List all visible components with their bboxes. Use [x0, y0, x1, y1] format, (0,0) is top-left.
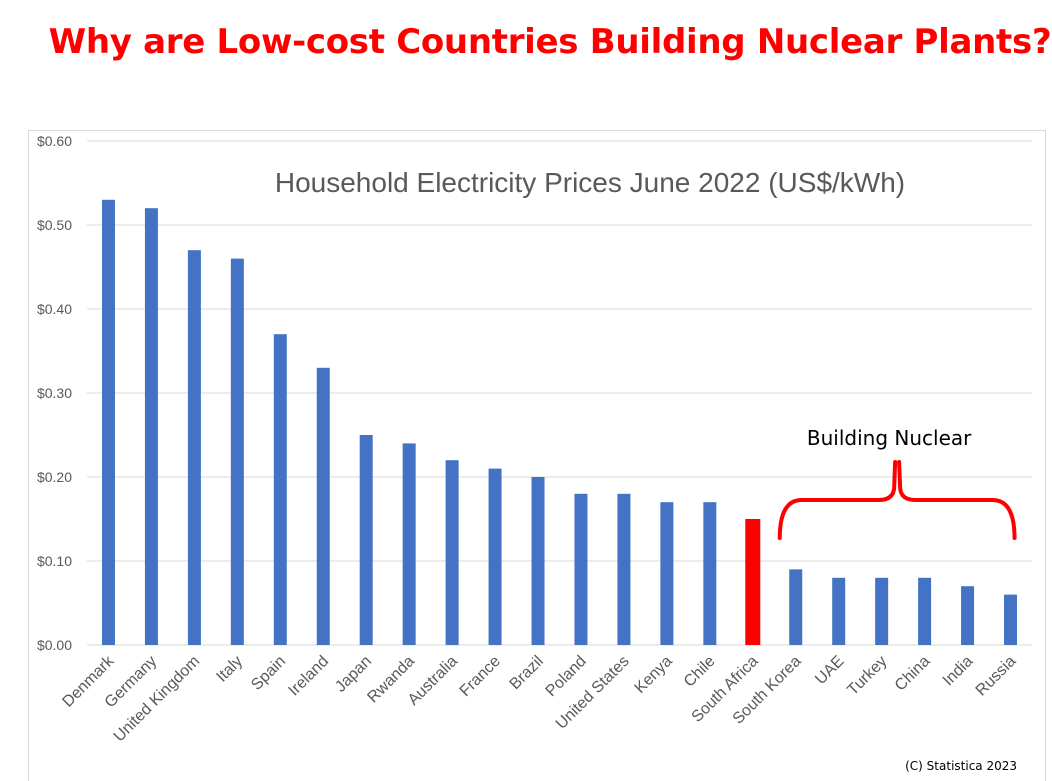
- chart-title: Household Electricity Prices June 2022 (…: [275, 167, 905, 198]
- bar-uae: [832, 577, 846, 645]
- building-nuclear-annotation: Building Nuclear: [807, 426, 972, 450]
- y-tick-label: $0.60: [37, 133, 72, 149]
- bar-denmark: [101, 199, 115, 646]
- y-axis-ticks: $0.00 $0.10 $0.20 $0.30 $0.40 $0.50 $0.60: [37, 133, 72, 653]
- bar-germany: [144, 208, 158, 645]
- x-tick-label: Spain: [248, 653, 289, 694]
- bar-australia: [445, 460, 459, 645]
- y-tick-label: $0.40: [37, 301, 72, 317]
- x-tick-label: Brazil: [507, 653, 547, 693]
- bars: [101, 199, 1018, 646]
- bar-ireland: [316, 367, 330, 645]
- x-tick-label: India: [940, 653, 977, 690]
- bar-kenya: [660, 502, 674, 645]
- x-tick-label: Chile: [681, 653, 719, 691]
- bar-united-states: [617, 493, 631, 645]
- bar-rwanda: [402, 443, 416, 645]
- bar-china: [918, 577, 932, 645]
- x-tick-label: Turkey: [844, 653, 890, 699]
- slide-headline: Why are Low-cost Countries Building Nucl…: [48, 22, 1052, 62]
- bar-south-africa: [745, 519, 761, 645]
- source-credit: (C) Statistica 2023: [905, 759, 1017, 773]
- x-tick-label: Italy: [213, 653, 246, 686]
- bar-russia: [1004, 594, 1018, 645]
- bar-spain: [273, 334, 287, 645]
- chart-frame: [28, 130, 1046, 781]
- x-tick-label: Kenya: [632, 653, 676, 697]
- building-nuclear-bracket: [777, 460, 1017, 540]
- x-tick-label: France: [457, 653, 504, 700]
- x-tick-label: Russia: [973, 653, 1020, 700]
- bar-united-kingdom: [187, 250, 201, 645]
- y-tick-label: $0.30: [37, 385, 72, 401]
- y-tick-label: $0.20: [37, 469, 72, 485]
- bar-poland: [574, 493, 588, 645]
- x-tick-label: UAE: [812, 653, 847, 688]
- bar-brazil: [531, 477, 545, 645]
- bar-south-korea: [789, 569, 803, 645]
- y-tick-label: $0.50: [37, 217, 72, 233]
- x-tick-label: China: [892, 653, 934, 695]
- x-tick-label: Ireland: [285, 653, 332, 700]
- bar-india: [961, 586, 975, 645]
- bar-turkey: [875, 577, 889, 645]
- bar-france: [488, 468, 502, 645]
- y-tick-label: $0.00: [37, 637, 72, 653]
- y-tick-label: $0.10: [37, 553, 72, 569]
- bar-italy: [230, 258, 244, 645]
- bar-japan: [359, 435, 373, 645]
- bar-chile: [703, 502, 717, 645]
- gridlines: [87, 140, 1032, 646]
